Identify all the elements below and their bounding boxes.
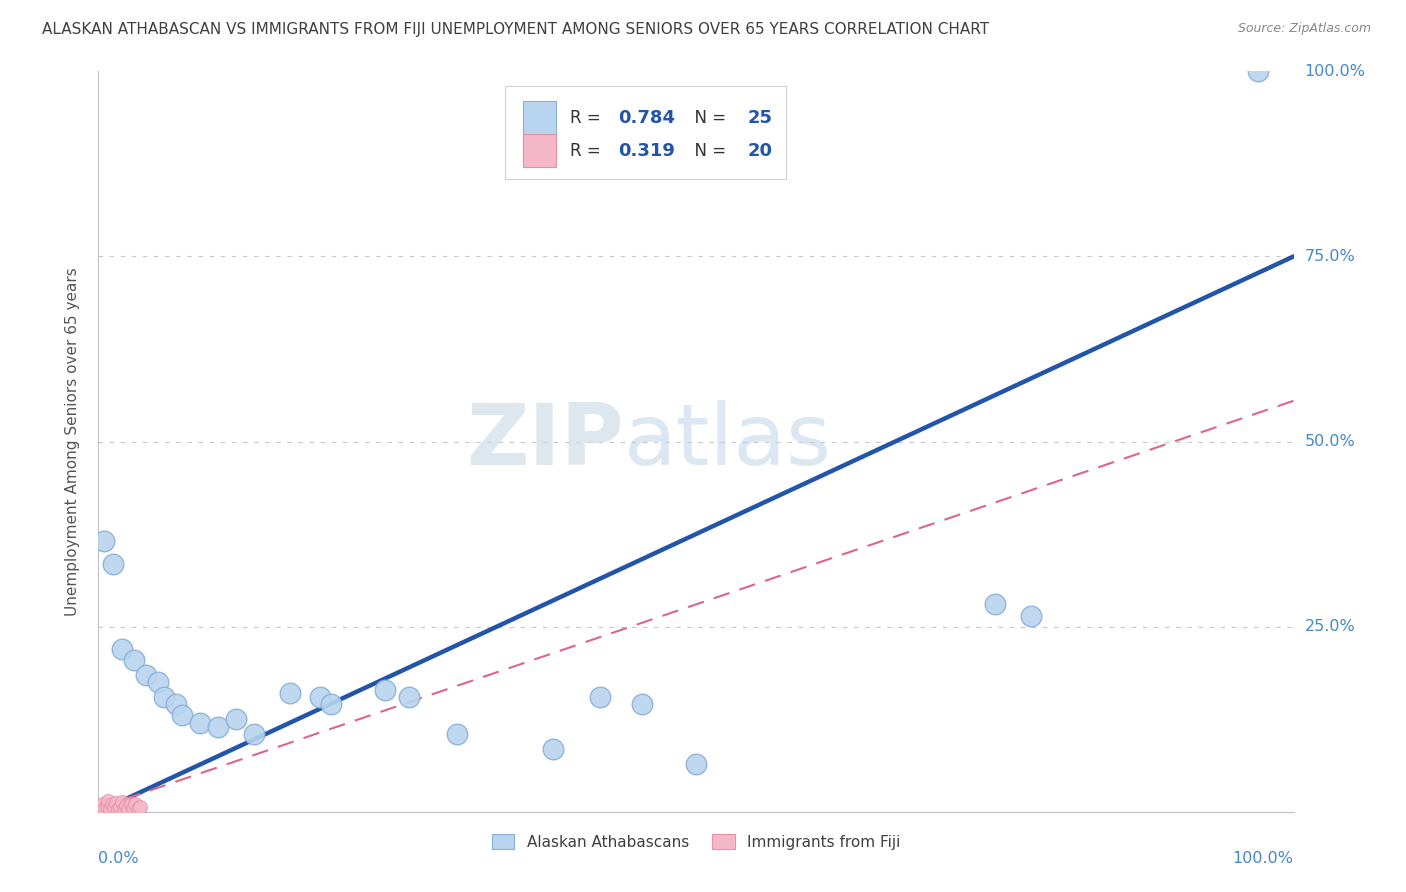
Text: 100.0%: 100.0% — [1305, 64, 1365, 78]
Point — [129, 799, 152, 814]
Point — [148, 675, 170, 690]
Point — [1019, 608, 1042, 623]
Point — [374, 682, 396, 697]
FancyBboxPatch shape — [523, 102, 557, 135]
Point — [243, 727, 266, 741]
Point — [398, 690, 420, 704]
Point — [98, 802, 122, 816]
Point — [124, 797, 146, 812]
Text: 0.784: 0.784 — [619, 109, 675, 127]
Point — [120, 797, 142, 812]
Point — [172, 708, 194, 723]
Point — [541, 741, 564, 756]
Point — [101, 557, 124, 571]
Text: 0.0%: 0.0% — [98, 851, 139, 865]
Point — [91, 797, 114, 812]
Point — [111, 641, 134, 656]
Point — [321, 698, 343, 712]
Y-axis label: Unemployment Among Seniors over 65 years: Unemployment Among Seniors over 65 years — [65, 268, 80, 615]
Point — [97, 794, 120, 808]
Point — [103, 800, 125, 814]
FancyBboxPatch shape — [523, 134, 557, 167]
Point — [685, 756, 707, 771]
Point — [100, 797, 122, 812]
Text: 0.319: 0.319 — [619, 142, 675, 160]
Point — [135, 667, 157, 681]
Text: ALASKAN ATHABASCAN VS IMMIGRANTS FROM FIJI UNEMPLOYMENT AMONG SENIORS OVER 65 YE: ALASKAN ATHABASCAN VS IMMIGRANTS FROM FI… — [42, 22, 990, 37]
Point — [93, 803, 115, 817]
Point — [107, 803, 129, 817]
Text: N =: N = — [685, 142, 731, 160]
Point — [278, 686, 301, 700]
Point — [127, 803, 149, 817]
Point — [984, 598, 1007, 612]
Point — [188, 715, 211, 730]
Point — [165, 698, 187, 712]
Point — [115, 798, 138, 813]
Point — [111, 795, 134, 809]
Point — [117, 802, 139, 816]
Point — [589, 690, 612, 704]
Text: ZIP: ZIP — [467, 400, 624, 483]
Text: N =: N = — [685, 109, 731, 127]
Point — [112, 803, 135, 817]
Text: 100.0%: 100.0% — [1233, 851, 1294, 865]
Point — [124, 653, 146, 667]
Text: 75.0%: 75.0% — [1305, 249, 1355, 264]
Point — [631, 698, 654, 712]
Point — [1247, 64, 1270, 78]
Point — [108, 799, 131, 814]
Legend: Alaskan Athabascans, Immigrants from Fiji: Alaskan Athabascans, Immigrants from Fij… — [485, 828, 907, 856]
FancyBboxPatch shape — [505, 87, 786, 178]
Text: 25.0%: 25.0% — [1305, 619, 1355, 634]
Point — [446, 727, 468, 741]
Point — [122, 801, 145, 815]
Text: 20: 20 — [748, 142, 772, 160]
Point — [225, 712, 247, 726]
Text: 25: 25 — [748, 109, 772, 127]
Point — [153, 690, 176, 704]
Text: R =: R = — [571, 109, 606, 127]
Point — [308, 690, 330, 704]
Point — [93, 534, 115, 549]
Text: 50.0%: 50.0% — [1305, 434, 1355, 449]
Point — [105, 796, 128, 810]
Text: Source: ZipAtlas.com: Source: ZipAtlas.com — [1237, 22, 1371, 36]
Text: R =: R = — [571, 142, 606, 160]
Point — [207, 720, 229, 734]
Point — [90, 801, 112, 815]
Point — [96, 798, 118, 813]
Text: atlas: atlas — [624, 400, 832, 483]
